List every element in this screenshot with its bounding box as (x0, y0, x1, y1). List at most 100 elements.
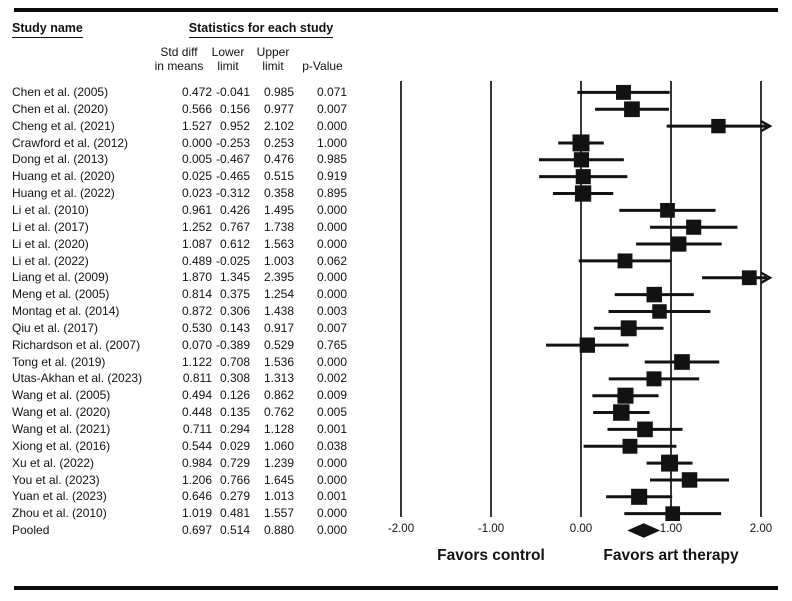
std-diff-cell: 1.252 (181, 219, 212, 234)
upper-limit-cell: 1.563 (263, 236, 294, 251)
study-row: Meng et al. (2005) 0.814 0.375 1.254 0.000 (12, 286, 372, 303)
column-header-std-diff-line1: Std diff (160, 45, 198, 59)
upper-limit-cell: 1.013 (263, 489, 294, 504)
lower-limit-cell: 0.766 (219, 472, 250, 487)
effect-square (652, 304, 667, 319)
lower-limit-cell: 0.375 (219, 287, 250, 302)
study-row: Dong et al. (2013) 0.005 -0.467 0.476 0.985 (12, 151, 372, 168)
effect-square (579, 337, 595, 353)
p-value-cell: 0.007 (316, 101, 347, 116)
upper-limit-cell: 0.515 (263, 169, 294, 184)
study-name-cell: Richardson et al. (2007) (12, 337, 141, 352)
study-name-cell: Li et al. (2022) (12, 253, 89, 268)
study-row: Chen et al. (2005) 0.472 -0.041 0.985 0.071 (12, 84, 372, 101)
p-value-cell: 0.919 (316, 169, 347, 184)
p-value-cell: 0.985 (316, 152, 347, 167)
std-diff-cell: 0.448 (181, 405, 212, 420)
study-name-cell: Wang et al. (2021) (12, 422, 111, 436)
study-row: Yuan et al. (2023) 0.646 0.279 1.013 0.001 (12, 488, 372, 505)
std-diff-cell: 0.711 (182, 422, 212, 436)
effect-square (686, 219, 702, 235)
p-value-cell: 1.000 (316, 135, 347, 150)
study-name-cell: Huang et al. (2020) (12, 169, 115, 184)
lower-limit-cell: 0.306 (219, 304, 250, 319)
effect-square (624, 101, 640, 118)
p-value-cell: 0.000 (316, 202, 347, 217)
study-name-cell: Chen et al. (2020) (12, 101, 109, 116)
effect-square (674, 354, 690, 370)
p-value-cell: 0.895 (316, 186, 347, 201)
lower-limit-cell: 0.481 (219, 506, 250, 521)
arrow-head (760, 271, 773, 284)
upper-limit-cell: 1.060 (263, 438, 294, 453)
std-diff-cell: 1.087 (181, 236, 212, 251)
study-row: Xiong et al. (2016) 0.544 0.029 1.060 0.038 (12, 438, 372, 455)
lower-limit-cell: 0.156 (219, 101, 250, 116)
p-value-cell: 0.000 (316, 287, 347, 302)
stats-header: Statistics for each study (150, 21, 372, 38)
study-name-cell: Wang et al. (2020) (12, 405, 111, 420)
study-row: Li et al. (2017) 1.252 0.767 1.738 0.000 (12, 219, 372, 236)
lower-limit-cell: -0.025 (215, 253, 250, 268)
lower-limit-cell: 0.952 (219, 118, 250, 133)
study-row: Li et al. (2022) 0.489 -0.025 1.003 0.062 (12, 253, 372, 270)
std-diff-cell: 0.530 (181, 320, 212, 335)
lower-limit-cell: 0.126 (219, 388, 250, 403)
upper-limit-cell: 1.536 (263, 354, 294, 369)
study-name-cell: Dong et al. (2013) (12, 152, 109, 167)
study-name-cell: Liang et al. (2009) (12, 270, 109, 285)
study-name-cell: Pooled (12, 523, 50, 538)
study-name-cell: Huang et al. (2022) (12, 186, 115, 201)
std-diff-cell: 0.961 (181, 202, 212, 217)
study-row: Huang et al. (2020) 0.025 -0.465 0.515 0.919 (12, 168, 372, 185)
effect-square (671, 236, 687, 252)
upper-limit-cell: 1.313 (263, 371, 294, 386)
p-value-cell: 0.002 (316, 371, 347, 386)
p-value-cell: 0.000 (316, 270, 347, 285)
effect-square (665, 506, 681, 521)
study-name-cell: You et al. (2023) (12, 472, 100, 487)
study-row: Tong et al. (2019) 1.122 0.708 1.536 0.000 (12, 354, 372, 371)
study-name-cell: Utas-Akhan et al. (2023) (12, 371, 143, 386)
study-name-cell: Zhou et al. (2010) (12, 506, 107, 521)
upper-limit-cell: 0.880 (263, 523, 294, 538)
study-row: You et al. (2023) 1.206 0.766 1.645 0.000 (12, 472, 372, 489)
std-diff-cell: 1.206 (181, 472, 212, 487)
lower-limit-cell: -0.465 (215, 169, 250, 184)
column-header-upper-line1: Upper (256, 45, 290, 59)
lower-limit-cell: -0.312 (215, 186, 250, 201)
p-value-cell: 0.001 (316, 422, 347, 436)
stats-header-text: Statistics for each study (188, 21, 334, 38)
study-row: Wang et al. (2005) 0.494 0.126 0.862 0.009 (12, 387, 372, 404)
column-header-lower-limit: Lower limit (206, 45, 250, 73)
p-value-cell: 0.000 (316, 236, 347, 251)
lower-limit-cell: 0.308 (219, 371, 250, 386)
study-row: Crawford et al. (2012) 0.000 -0.253 0.253 1.… (12, 135, 372, 152)
std-diff-cell: 0.070 (181, 337, 212, 352)
effect-square (617, 387, 634, 404)
std-diff-cell: 0.025 (181, 169, 212, 184)
upper-limit-cell: 0.253 (263, 135, 294, 150)
study-name-cell: Wang et al. (2005) (12, 388, 111, 403)
p-value-cell: 0.003 (316, 304, 347, 319)
axis-tick-label: -2.00 (388, 523, 414, 535)
upper-limit-cell: 0.358 (263, 186, 294, 201)
std-diff-cell: 0.872 (181, 304, 212, 319)
upper-limit-cell: 2.102 (263, 118, 294, 133)
effect-square (681, 472, 698, 488)
lower-limit-cell: 0.708 (219, 354, 250, 369)
lower-limit-cell: 0.426 (219, 202, 250, 217)
std-diff-cell: 0.494 (181, 388, 212, 403)
column-header-lower-line1: Lower (211, 45, 245, 59)
study-name-cell: Yuan et al. (2023) (12, 489, 107, 504)
axis-tick-label: 1.00 (660, 523, 682, 535)
std-diff-cell: 0.472 (181, 85, 212, 99)
column-header-p-value-line2: p-Value (302, 58, 343, 73)
axis-tick-label: -1.00 (478, 523, 504, 535)
study-row: Liang et al. (2009) 1.870 1.345 2.395 0.000 (12, 269, 372, 286)
std-diff-cell: 0.984 (181, 455, 212, 470)
std-diff-cell: 0.814 (181, 287, 212, 302)
upper-limit-cell: 1.495 (263, 202, 294, 217)
study-name-header: Study name (12, 21, 83, 38)
